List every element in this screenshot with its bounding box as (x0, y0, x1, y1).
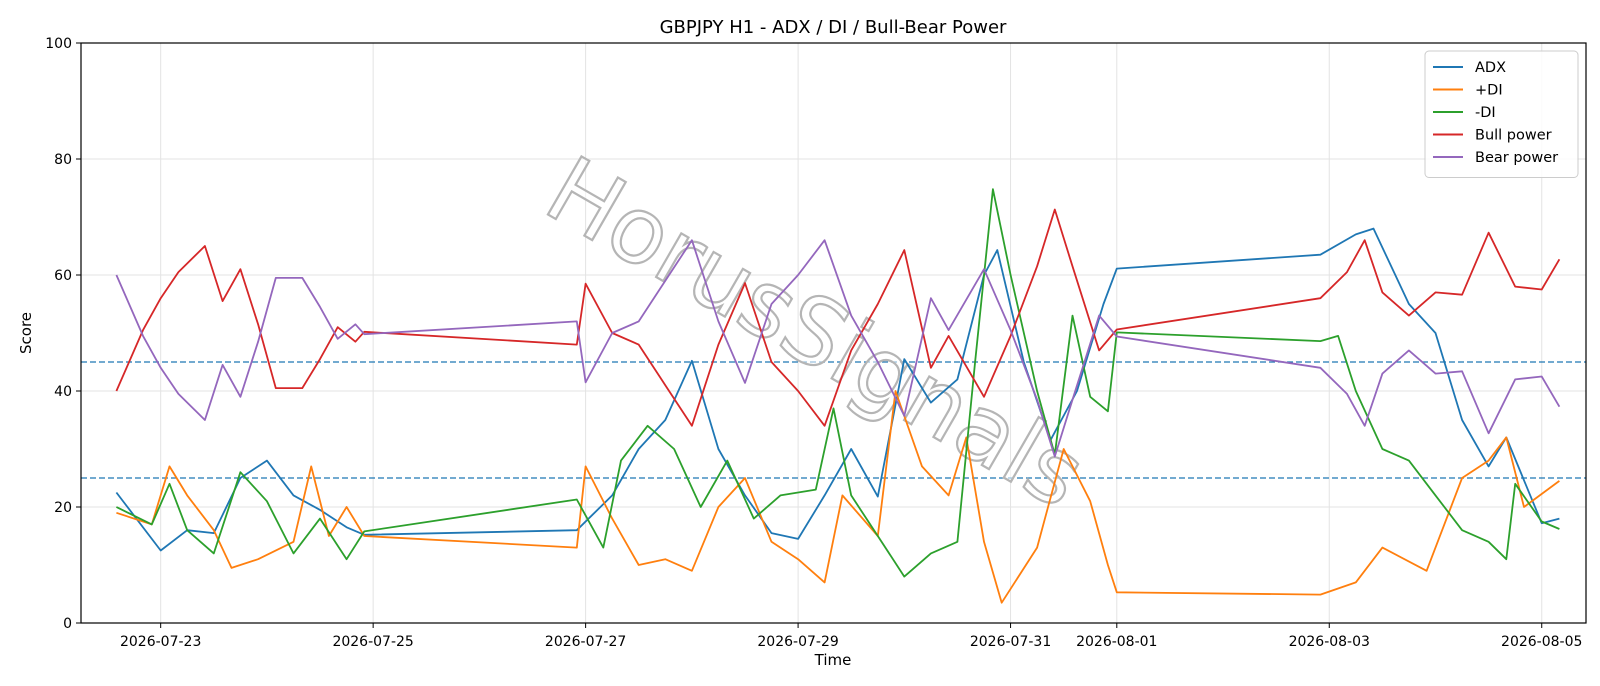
series-line-bull-power (115, 208, 1561, 427)
grid-layer (81, 42, 1586, 624)
series-line-di (116, 390, 1560, 604)
x-tick-label: 2026-08-05 (1501, 634, 1582, 650)
legend-box (1424, 50, 1579, 178)
y-axis-title: Score (17, 312, 35, 354)
legend-label-di: -DI (1475, 105, 1496, 121)
series-line-di (116, 188, 1560, 578)
x-tick-label: 2026-07-27 (545, 634, 626, 650)
x-tick-label: 2026-07-25 (332, 634, 413, 650)
reference-lines (81, 361, 1586, 479)
y-tick-label: 80 (54, 152, 72, 168)
x-tick-label: 2026-08-01 (1076, 634, 1157, 650)
x-tick-label: 2026-07-31 (970, 634, 1051, 650)
legend-label-adx: ADX (1475, 60, 1506, 76)
y-tick-label: 20 (54, 500, 72, 516)
series-line-adx (115, 227, 1560, 552)
plot-frame (80, 42, 1587, 624)
legend-label-bear-power: Bear power (1475, 150, 1558, 166)
series-layer (115, 188, 1561, 604)
y-tick-label: 100 (45, 36, 72, 52)
chart-title: GBPJPY H1 - ADX / DI / Bull-Bear Power (660, 17, 1007, 38)
series-line-bear-power (115, 239, 1561, 458)
y-tick-label: 60 (54, 268, 72, 284)
legend: ADX +DI -DI Bull power Bear power (1424, 50, 1579, 178)
x-tick-label: 2026-07-29 (757, 634, 838, 650)
legend-label-di: +DI (1475, 83, 1503, 99)
legend-label-bull-power: Bull power (1475, 128, 1552, 144)
x-axis-title: Time (814, 651, 852, 669)
tick-layer: 0 20 40 60 80 100 2026-07-23 2026-07-25 2026-07-… (45, 36, 1582, 650)
x-tick-label: 2026-07-23 (120, 634, 201, 650)
y-tick-label: 0 (63, 616, 72, 632)
y-tick-label: 40 (54, 384, 72, 400)
x-tick-label: 2026-08-03 (1289, 634, 1370, 650)
